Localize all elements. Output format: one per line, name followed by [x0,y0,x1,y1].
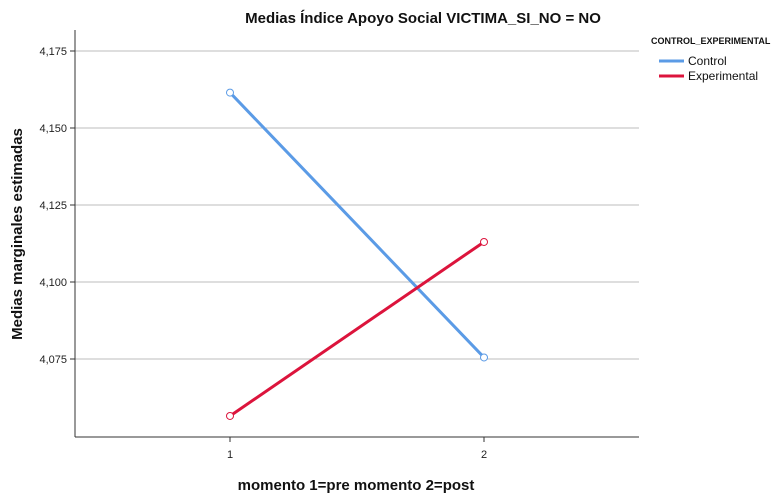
y-axis-ticks: 4,075 4,100 4,125 4,150 4,175 [39,46,75,366]
series-line-experimental [228,240,486,418]
data-point-experimental [480,237,488,246]
x-tick-label: 2 [481,449,487,461]
data-point-experimental [226,411,234,420]
legend-label-experimental: Experimental [688,69,758,83]
chart-title: Medias Índice Apoyo Social VICTIMA_SI_NO… [245,10,601,27]
legend-title: CONTROL_EXPERIMENTAL [651,36,771,46]
y-tick-label: 4,150 [39,123,67,135]
data-point-control [480,353,488,362]
x-axis-label: momento 1=pre momento 2=post [238,477,475,494]
series-line-control [228,91,486,359]
legend-label-control: Control [688,54,727,68]
y-tick-label: 4,100 [39,277,67,289]
series-layer [226,88,488,420]
x-tick-label: 1 [227,449,233,461]
y-tick-label: 4,125 [39,200,67,212]
data-point-control [226,88,234,97]
y-tick-label: 4,075 [39,354,67,366]
gridlines [75,50,639,360]
y-axis-label: Medias marginales estimadas [9,128,26,340]
y-tick-label: 4,175 [39,46,67,58]
